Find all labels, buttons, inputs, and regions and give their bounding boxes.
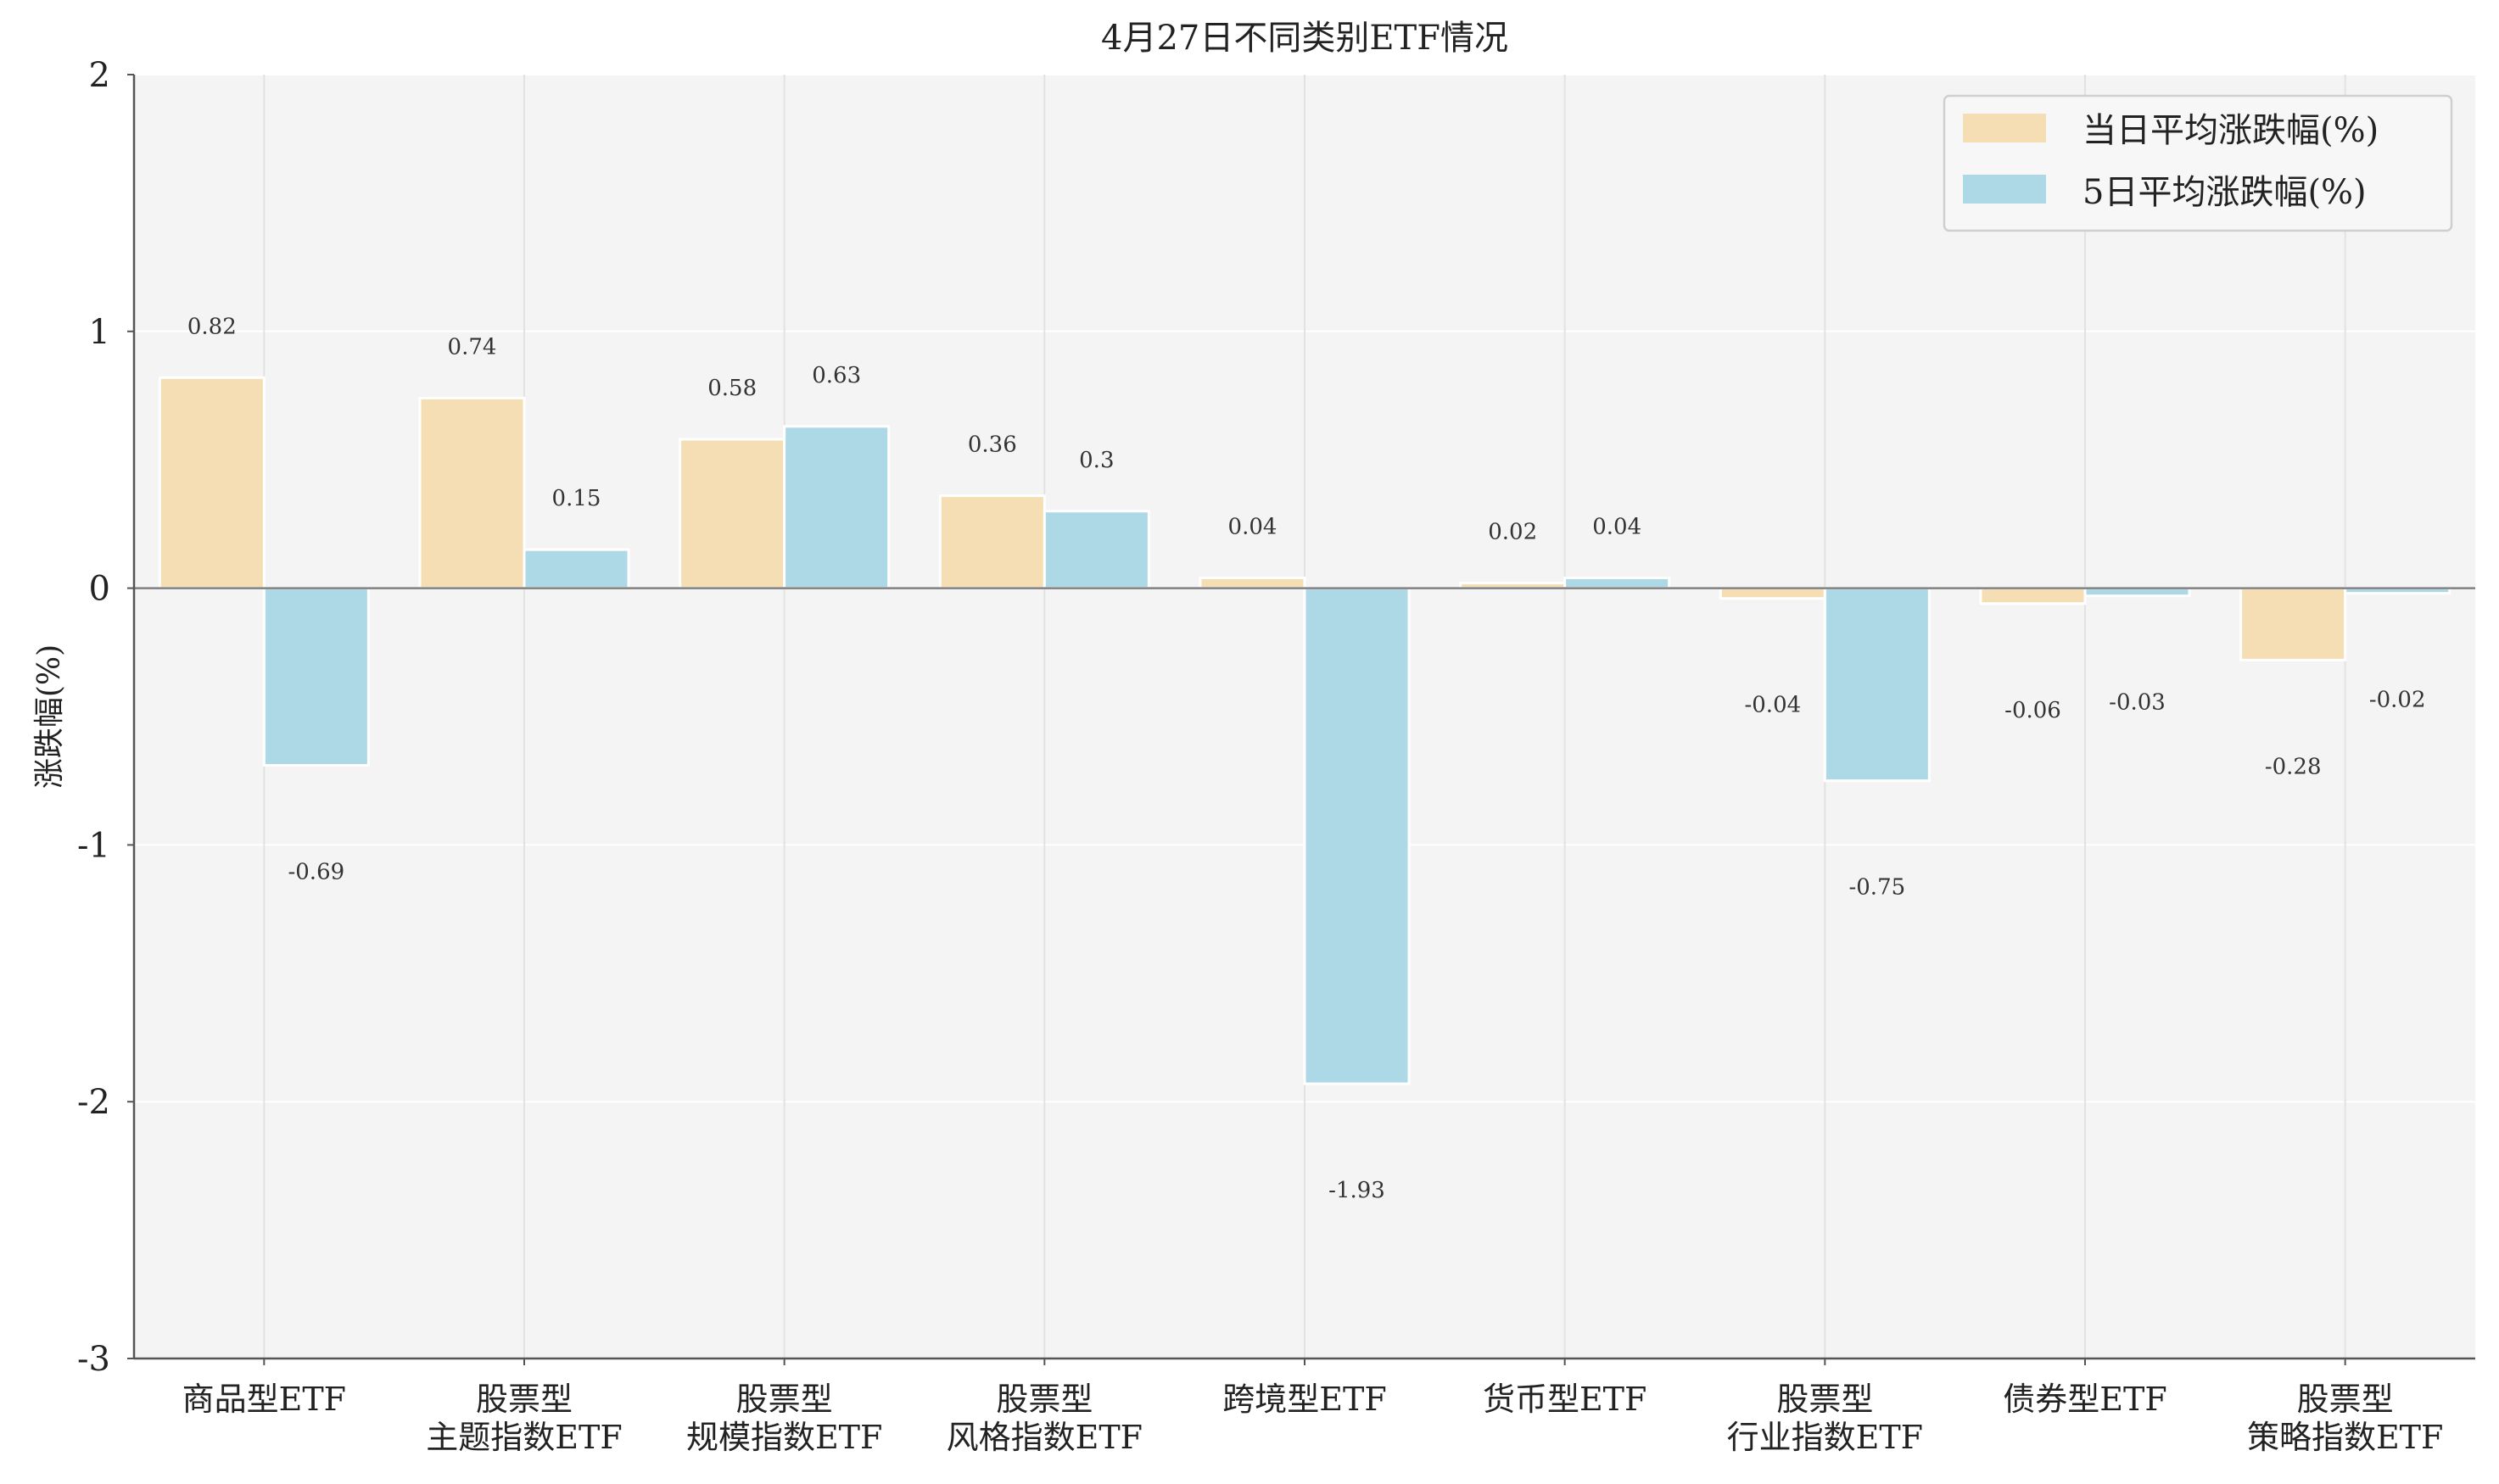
bar-5day xyxy=(523,548,630,590)
x-tick-layer: 商品型ETF 股票型主题指数ETF股票型规模指数ETF股票型风格指数ETF跨境型E… xyxy=(182,1358,2443,1456)
bar-daily xyxy=(1719,587,1826,600)
y-tick-label: -3 xyxy=(77,1340,110,1379)
bar-daily xyxy=(1199,576,1306,590)
value-label: 0.04 xyxy=(1592,514,1641,539)
chart-title: 4月27日不同类别ETF情况 xyxy=(1101,19,1508,58)
y-tick-label: -2 xyxy=(77,1083,110,1122)
x-category-label: 跨境型ETF xyxy=(1222,1381,1386,1418)
legend-swatch-5day xyxy=(1963,175,2046,204)
x-category-label: 风格指数ETF xyxy=(947,1419,1143,1456)
value-label: 0.02 xyxy=(1488,520,1537,545)
legend-box xyxy=(1943,94,2453,232)
bar-5day xyxy=(1303,587,1411,1085)
x-category-label: 股票型 xyxy=(2297,1381,2394,1418)
bar-5day xyxy=(262,587,370,767)
value-label: 0.3 xyxy=(1079,448,1114,473)
legend-swatch-daily xyxy=(1963,114,2046,142)
value-label: -0.06 xyxy=(2004,698,2061,723)
x-category-label: 债券型ETF xyxy=(2003,1381,2166,1418)
value-label: -0.75 xyxy=(1848,875,1905,901)
x-category-label: 货币型ETF xyxy=(1483,1381,1646,1418)
y-tick-label: 1 xyxy=(89,313,110,352)
x-category-label: 策略指数ETF xyxy=(2247,1419,2443,1456)
x-category-label: 行业指数ETF xyxy=(1727,1419,1923,1456)
value-label: 0.63 xyxy=(812,363,861,388)
y-tick-label: -1 xyxy=(77,826,110,865)
x-category-label: 主题指数ETF xyxy=(426,1419,622,1456)
y-tick-label: 0 xyxy=(89,570,110,609)
value-label: -0.03 xyxy=(2109,690,2166,716)
bar-5day xyxy=(1563,576,1671,590)
value-label: 0.04 xyxy=(1228,514,1277,539)
y-axis-label: 涨跌幅(%) xyxy=(32,644,67,789)
bar-daily xyxy=(938,494,1046,590)
value-label-layer: 0.82 0.74 0.58 0.36 0.04 0.02 -0.04 -0.06 -0.28 -… xyxy=(187,314,2426,1203)
legend-label-5day: 5日平均涨跌幅(%) xyxy=(2082,173,2367,212)
x-category-label: 股票型 xyxy=(1776,1381,1873,1418)
value-label: 0.82 xyxy=(187,314,237,339)
value-label: -0.69 xyxy=(288,860,344,885)
bar-daily xyxy=(158,376,266,590)
value-label: 0.36 xyxy=(968,432,1017,458)
bar-5day xyxy=(783,425,891,590)
bar-daily xyxy=(679,438,786,590)
x-category-label: 规模指数ETF xyxy=(686,1419,882,1456)
value-label: -1.93 xyxy=(1328,1178,1385,1203)
value-label: 0.74 xyxy=(448,335,497,360)
value-label: -0.02 xyxy=(2369,688,2426,713)
legend: 当日平均涨跌幅(%) 5日平均涨跌幅(%) xyxy=(1943,94,2453,232)
value-label: 0.58 xyxy=(707,376,757,401)
bar-daily xyxy=(1979,587,2087,605)
bar-daily xyxy=(2239,587,2347,661)
bar-5day xyxy=(1823,587,1931,783)
bar-daily xyxy=(418,397,526,590)
legend-label-daily: 当日平均涨跌幅(%) xyxy=(2082,111,2379,150)
x-category-label: 股票型 xyxy=(996,1381,1093,1418)
x-category-label: 股票型 xyxy=(476,1381,573,1418)
y-tick-label: 2 xyxy=(89,56,110,95)
x-category-label: 商品型ETF xyxy=(182,1381,346,1418)
y-tick-layer: 2 1 0 -1 -2 -3 xyxy=(77,56,134,1379)
value-label: -0.04 xyxy=(1744,693,1801,718)
bar-layer xyxy=(158,376,2451,1085)
bar-5day xyxy=(1043,510,1150,590)
value-label: 0.15 xyxy=(552,486,601,511)
bar-5day xyxy=(2083,587,2191,598)
value-label: -0.28 xyxy=(2265,754,2322,779)
x-category-label: 股票型 xyxy=(736,1381,833,1418)
